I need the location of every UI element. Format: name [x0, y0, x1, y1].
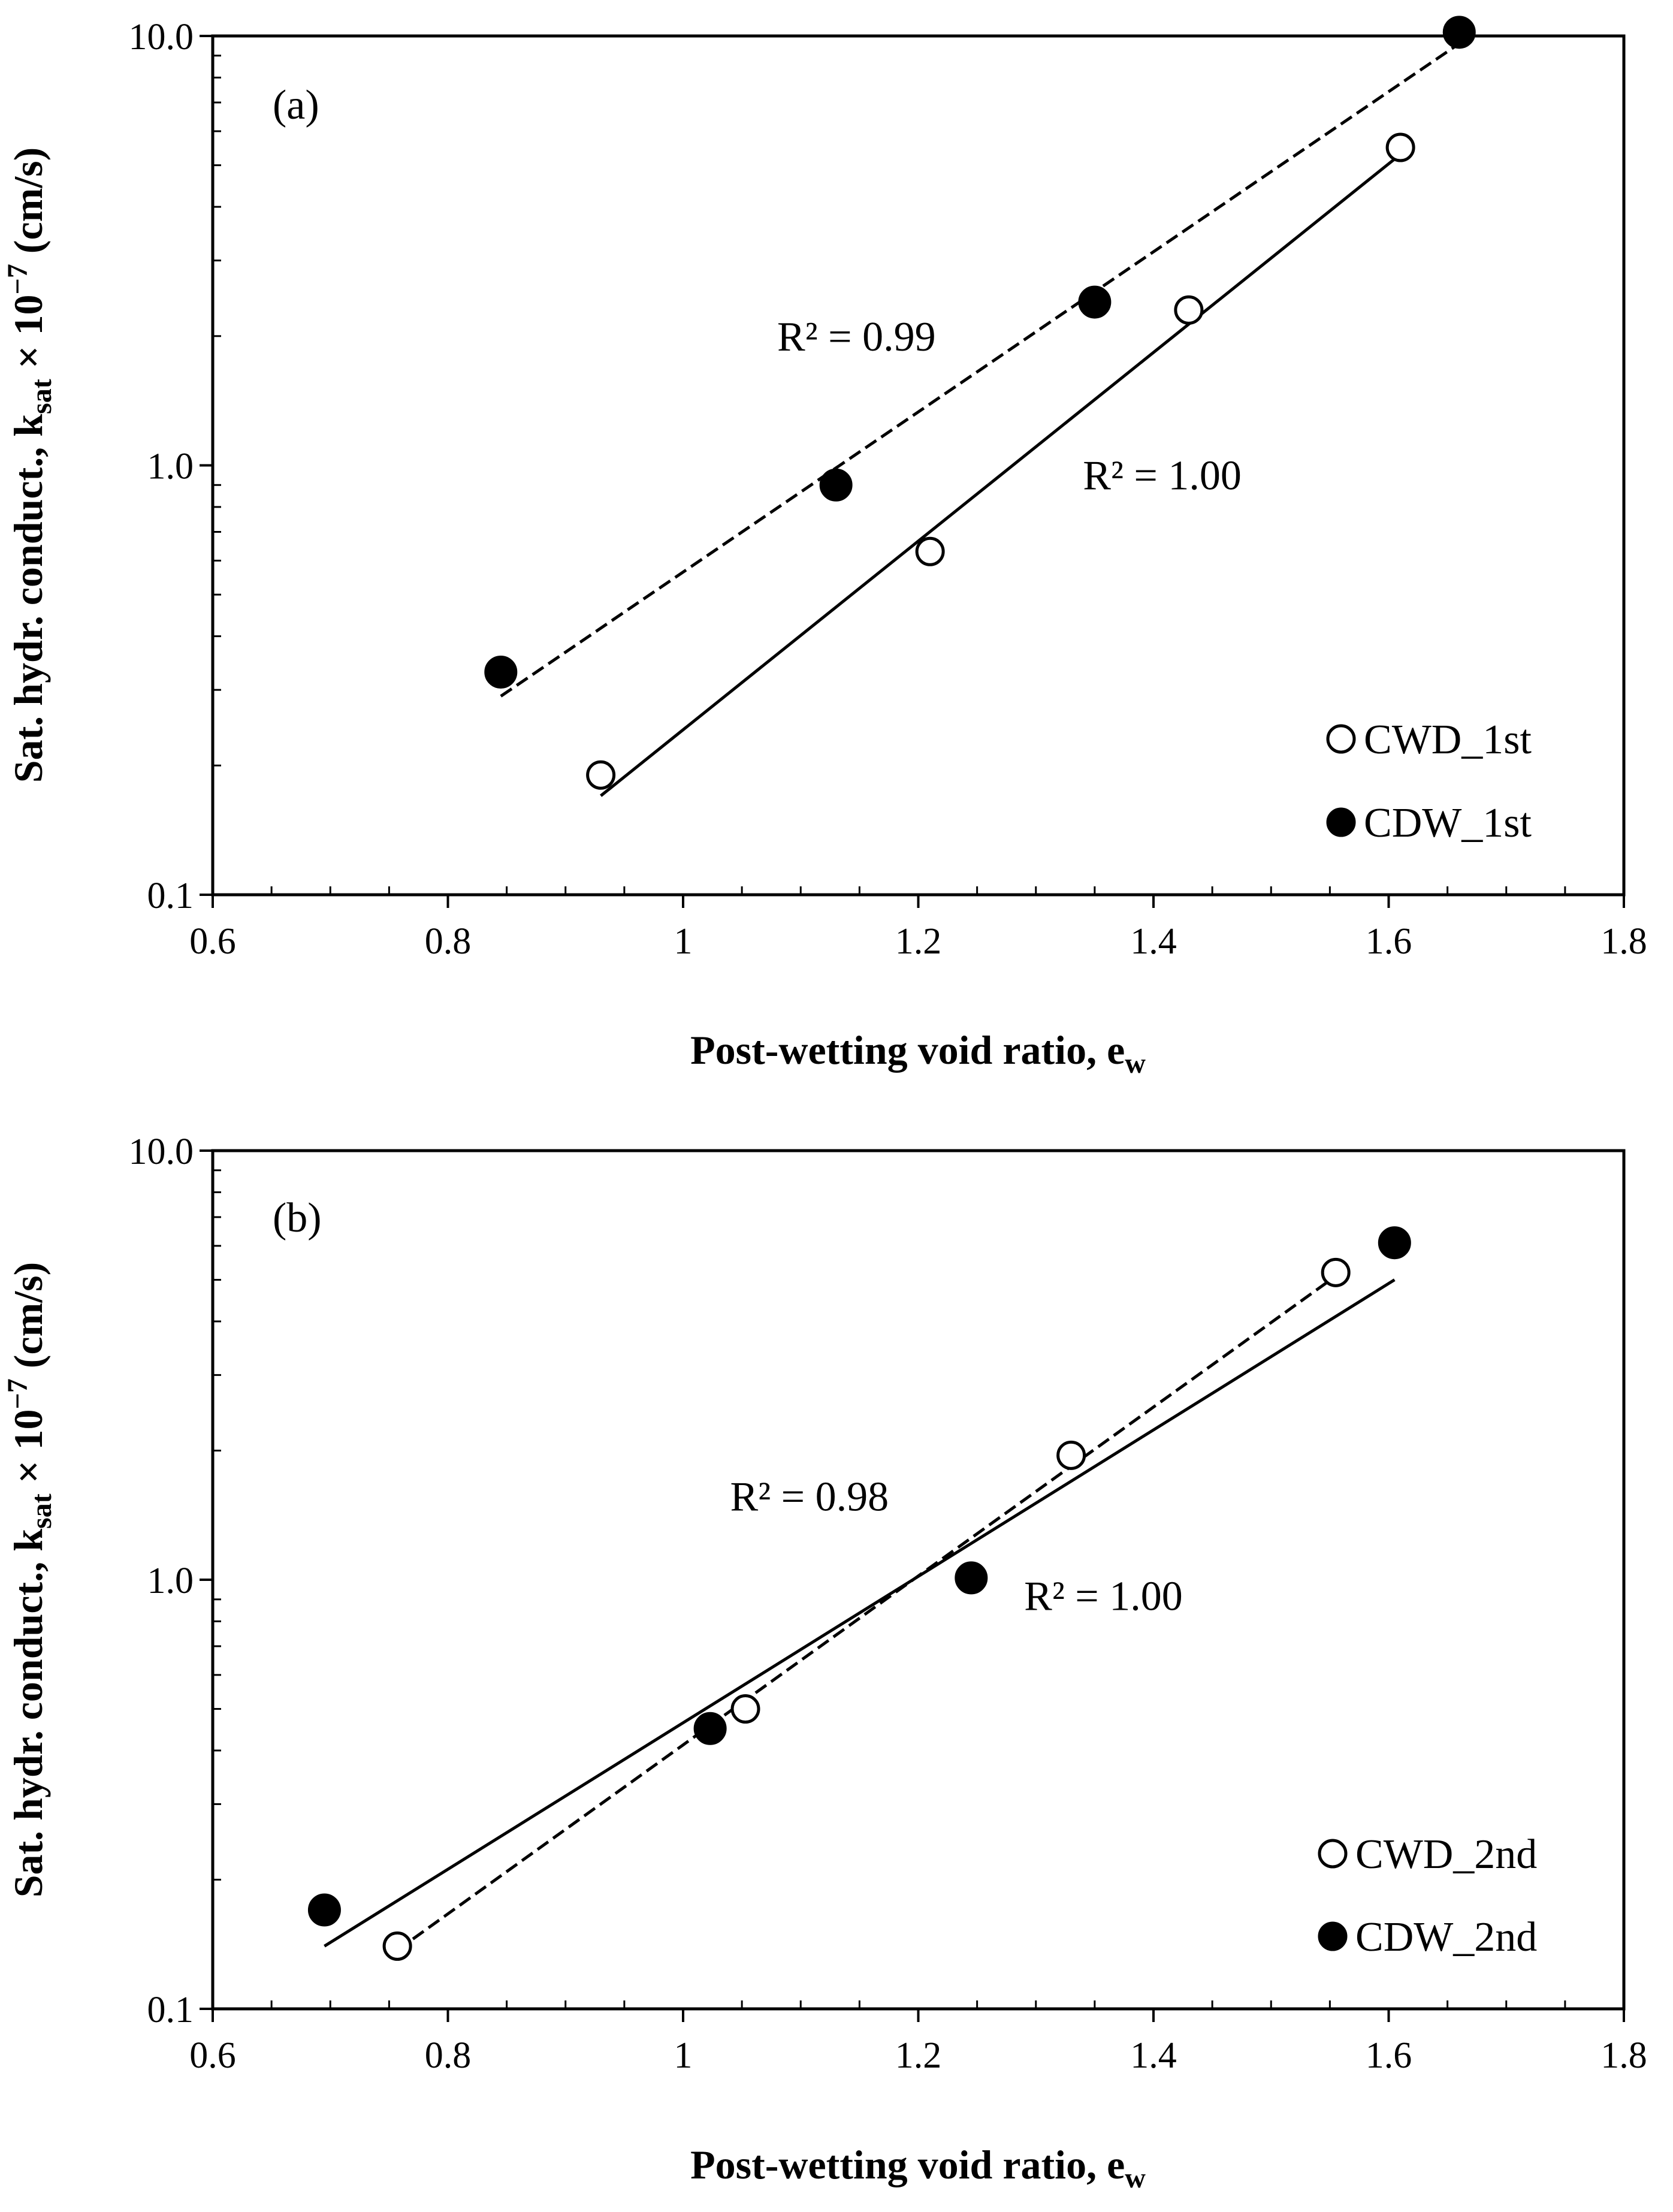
- r-squared-label-dashed: R² = 0.98: [730, 1474, 889, 1520]
- data-point-cdw-2nd: [1378, 1226, 1411, 1260]
- x-tick-label: 1.6: [1366, 921, 1412, 962]
- legend-label-cdw-1st: CDW_1st: [1364, 800, 1532, 846]
- legend-marker-open: [1318, 1839, 1348, 1869]
- data-point-cdw-2nd: [955, 1561, 988, 1595]
- x-tick-label: 1.4: [1130, 921, 1177, 962]
- legend-marker-filled: [1326, 807, 1356, 837]
- y-tick-label: 10.0: [129, 17, 194, 58]
- r-squared-label-solid: R² = 1.00: [1083, 452, 1242, 499]
- trend-line-cwd-1st: [600, 153, 1402, 797]
- x-tick-label: 0.6: [189, 921, 236, 962]
- legend: CWD_1st CDW_1st: [1326, 717, 1532, 846]
- data-point-cwd-1st: [1174, 295, 1204, 325]
- panel-a: 0.6 0.8 1 1.2 1.4 1.6 1.8 0.1 1.0 10.0 (a) R² = 0…: [2, 16, 1647, 1079]
- x-tick-label: 1: [674, 921, 693, 962]
- legend-label-cdw-2nd: CDW_2nd: [1355, 1914, 1537, 1960]
- x-tick-label: 0.8: [425, 921, 472, 962]
- trend-line-cdw-2nd: [324, 1278, 1396, 1948]
- x-axis-title: Post-wetting void ratio, ew: [690, 1027, 1146, 1079]
- y-tick-label: 0.1: [147, 876, 194, 916]
- x-tick-label: 1.2: [895, 2035, 942, 2076]
- data-point-cdw-1st: [1078, 285, 1112, 319]
- plot-area-frame: [211, 34, 1626, 897]
- r-squared-label-dashed: R² = 0.99: [777, 314, 936, 360]
- data-point-cwd-2nd: [1321, 1257, 1351, 1287]
- x-tick-label: 1.8: [1600, 921, 1647, 962]
- panel-label: (a): [273, 82, 319, 128]
- data-point-cwd-1st: [1385, 132, 1415, 162]
- data-point-cwd-2nd: [382, 1931, 412, 1961]
- x-tick-label: 1.4: [1130, 2035, 1177, 2076]
- y-tick-label: 1.0: [147, 1561, 194, 1601]
- trend-lines: [500, 42, 1460, 797]
- axis-ticks: 0.6 0.8 1 1.2 1.4 1.6 1.8 0.1 1.0 10.0: [129, 1131, 1647, 2076]
- x-axis-title: Post-wetting void ratio, ew: [690, 2142, 1146, 2194]
- y-tick-label: 0.1: [147, 1990, 194, 2030]
- x-tick-label: 0.8: [425, 2035, 472, 2076]
- legend-marker-open: [1326, 724, 1356, 754]
- y-tick-label: 1.0: [147, 446, 194, 487]
- y-axis-title: Sat. hydr. conduct., ksat × 10−7 (cm/s): [2, 147, 58, 783]
- legend-label-cwd-2nd: CWD_2nd: [1355, 1831, 1537, 1878]
- data-points: [307, 1226, 1411, 1961]
- r-squared-label-solid: R² = 1.00: [1024, 1574, 1183, 1620]
- x-tick-label: 1.8: [1600, 2035, 1647, 2076]
- trend-line-cdw-1st: [500, 42, 1460, 698]
- axis-ticks: 0.6 0.8 1 1.2 1.4 1.6 1.8 0.1 1.0 10.0: [129, 17, 1647, 962]
- x-tick-label: 1.2: [895, 921, 942, 962]
- legend-label-cwd-1st: CWD_1st: [1364, 717, 1532, 763]
- trend-lines: [324, 1275, 1396, 1952]
- trend-line-cwd-2nd: [396, 1275, 1337, 1952]
- data-point-cdw-2nd: [693, 1712, 727, 1745]
- legend: CWD_2nd CDW_2nd: [1318, 1831, 1537, 1960]
- data-point-cwd-1st: [586, 760, 616, 790]
- x-tick-label: 1: [674, 2035, 693, 2076]
- data-point-cdw-2nd: [307, 1893, 341, 1927]
- data-point-cdw-1st: [819, 468, 853, 502]
- data-point-cdw-1st: [484, 655, 518, 689]
- y-axis-title: Sat. hydr. conduct., ksat × 10−7 (cm/s): [2, 1262, 58, 1898]
- data-point-cwd-2nd: [730, 1694, 760, 1724]
- panel-b: 0.6 0.8 1 1.2 1.4 1.6 1.8 0.1 1.0 10.0 (b) R² = 0…: [2, 1131, 1647, 2194]
- x-tick-label: 0.6: [189, 2035, 236, 2076]
- x-tick-label: 1.6: [1366, 2035, 1412, 2076]
- legend-marker-filled: [1318, 1921, 1348, 1951]
- plot-area-frame: [211, 1149, 1626, 2011]
- y-tick-label: 10.0: [129, 1131, 194, 1172]
- data-point-cwd-1st: [915, 536, 945, 566]
- panel-label: (b): [273, 1195, 322, 1241]
- data-point-cwd-2nd: [1056, 1440, 1086, 1470]
- data-point-cdw-1st: [1442, 16, 1476, 49]
- data-points: [484, 16, 1476, 790]
